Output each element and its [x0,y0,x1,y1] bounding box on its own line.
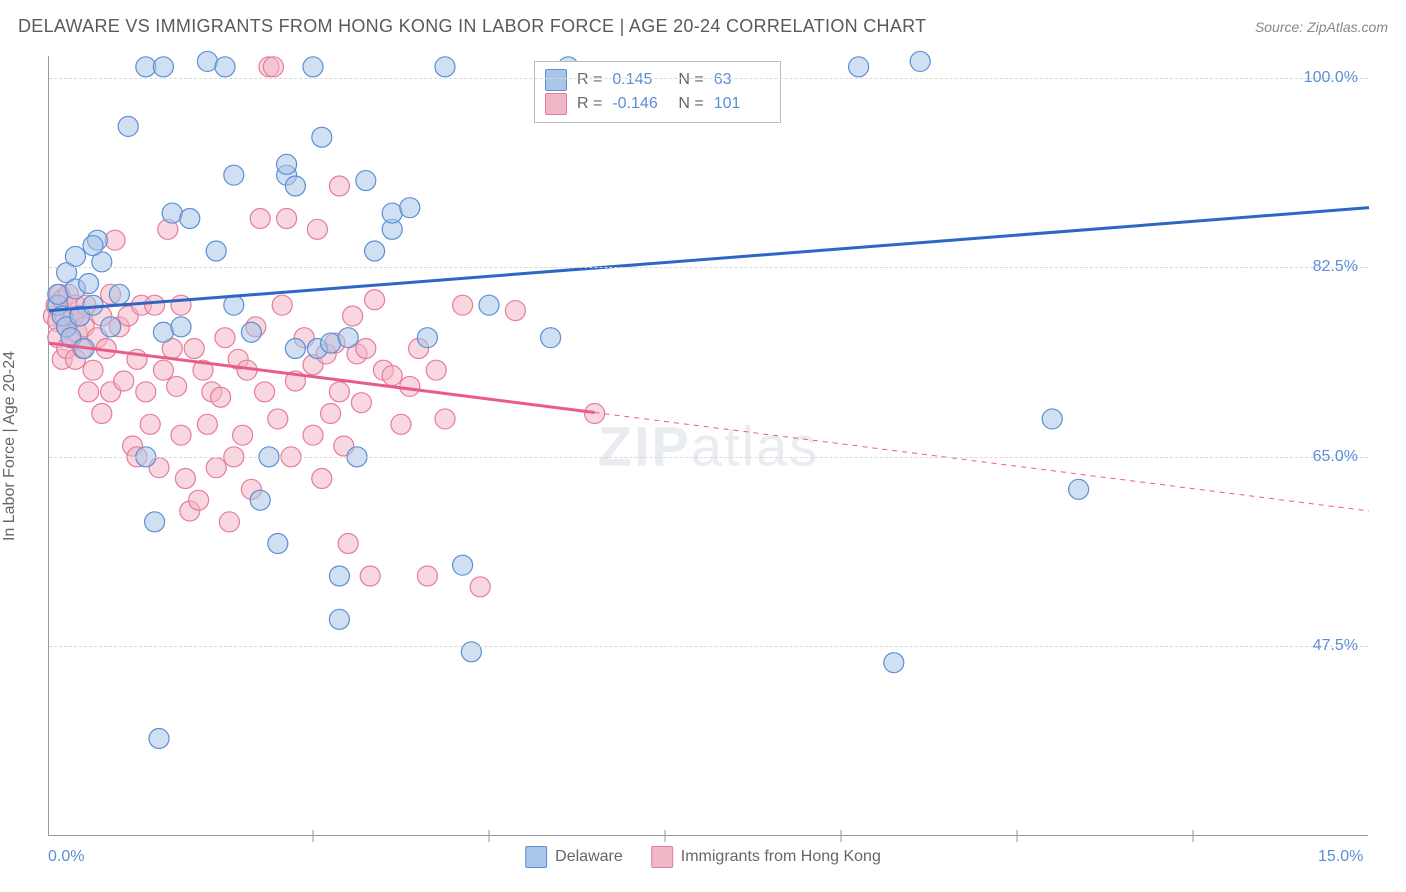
x-tick-label: 15.0% [1318,848,1363,866]
legend-label: Immigrants from Hong Kong [681,848,881,866]
legend-entry: Immigrants from Hong Kong [651,846,881,868]
x-tick-label: 0.0% [48,848,84,866]
correlation-legend-row: R = -0.146 N = 101 [545,92,770,116]
n-label: N = [678,68,703,92]
y-tick-label: 47.5% [1313,637,1358,655]
legend-swatch [545,93,567,115]
chart-svg [49,56,1368,835]
r-label: R = [577,68,602,92]
n-value: 63 [714,68,770,92]
chart-title: DELAWARE VS IMMIGRANTS FROM HONG KONG IN… [18,16,926,37]
legend-label: Delaware [555,848,623,866]
legend-swatch [545,69,567,91]
legend-entry: Delaware [525,846,623,868]
r-value: -0.146 [612,92,668,116]
gridline-h [49,78,1368,79]
legend-swatch [525,846,547,868]
gridline-h [49,267,1368,268]
correlation-legend-row: R = 0.145 N = 63 [545,68,770,92]
legend-swatch [651,846,673,868]
n-label: N = [678,92,703,116]
plot-area: ZIPatlas R =0.145N =63R =-0.146N =101 47… [48,56,1368,836]
y-tick-label: 100.0% [1304,69,1358,87]
gridline-h [49,646,1368,647]
y-tick-label: 65.0% [1313,448,1358,466]
y-tick-label: 82.5% [1313,258,1358,276]
y-axis-label: In Labor Force | Age 20-24 [1,351,19,541]
series-legend: Delaware Immigrants from Hong Kong [525,846,881,868]
r-value: 0.145 [612,68,668,92]
chart-header: DELAWARE VS IMMIGRANTS FROM HONG KONG IN… [18,16,1388,37]
correlation-legend: R = 0.145 N = 63 R = -0.146 N = 101 [534,61,781,123]
gridline-h [49,457,1368,458]
n-value: 101 [714,92,770,116]
chart-source: Source: ZipAtlas.com [1255,19,1388,35]
r-label: R = [577,92,602,116]
